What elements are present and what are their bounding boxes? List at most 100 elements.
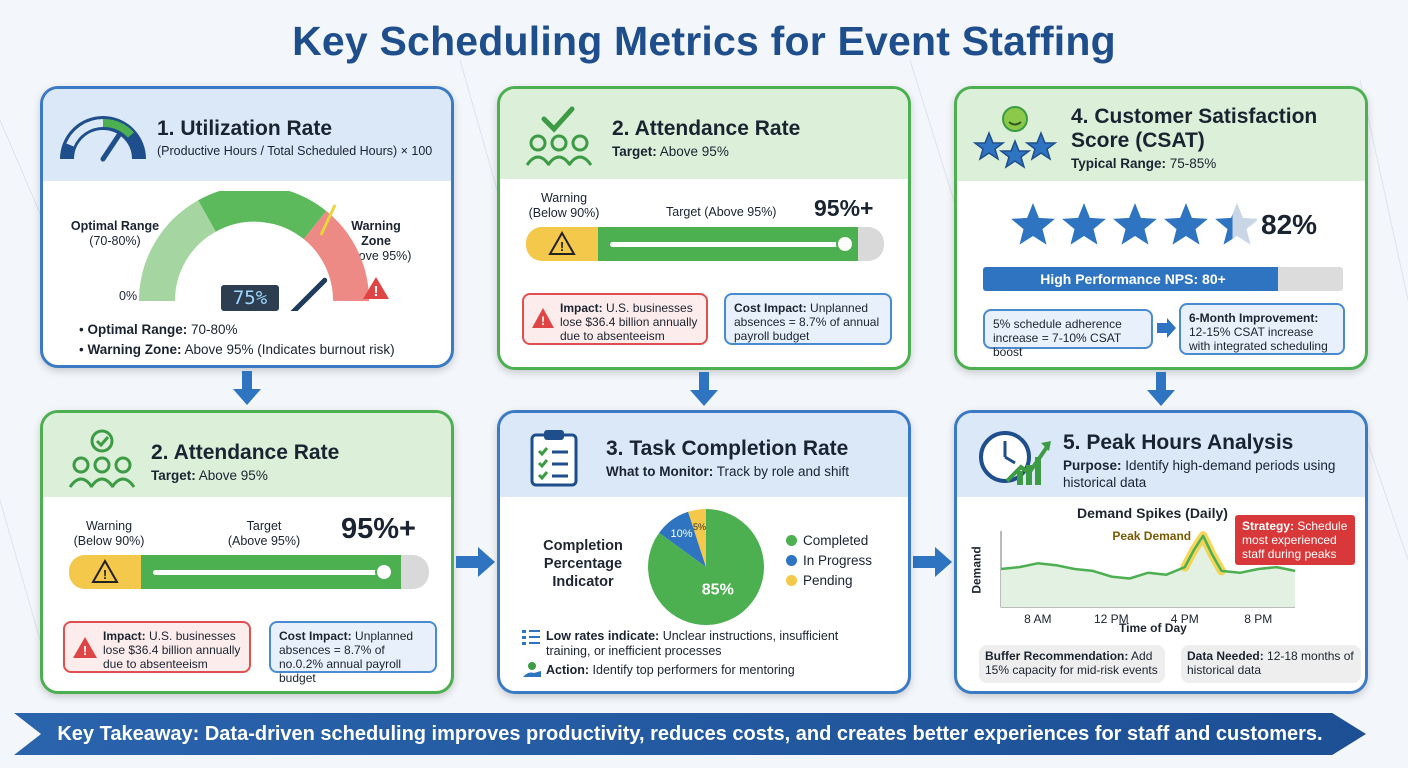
optimal-label: Optimal Range xyxy=(70,219,160,233)
utilization-card: 1. Utilization Rate (Productive Hours / … xyxy=(40,86,454,368)
impact-callout: ! Impact: U.S. businesses lose $36.4 bil… xyxy=(522,293,708,345)
pie-slice-in-progress xyxy=(659,511,706,567)
pie-label: 5% xyxy=(693,522,706,532)
chart-title: Demand Spikes (Daily) xyxy=(1077,505,1228,521)
range-value: 75-85% xyxy=(1166,156,1217,171)
bar-line xyxy=(153,570,385,575)
improvement-callout: 6-Month Improvement: 12-15% CSAT increas… xyxy=(1179,303,1345,355)
zero-label: 0% xyxy=(119,289,138,303)
warning-icon: ! xyxy=(548,231,576,255)
peak-hours-card: 5. Peak Hours Analysis Purpose: Identify… xyxy=(954,410,1368,694)
impact-callout: ! Impact: U.S. businesses lose $36.4 bil… xyxy=(63,621,251,673)
buffer-label: Buffer Recommendation: xyxy=(985,649,1129,663)
attendance-value: 95%+ xyxy=(341,513,416,545)
cost-callout: Cost Impact: Unplanned absences = 8.7% o… xyxy=(724,293,892,345)
demand-line xyxy=(1000,534,1296,580)
impact-label: Impact: xyxy=(560,301,603,315)
nps-fill xyxy=(983,267,1279,291)
legend-swatch xyxy=(786,535,797,546)
low-label: Low rates indicate: xyxy=(546,629,660,643)
card-header xyxy=(957,89,1365,181)
card-title: 5. Peak Hours Analysis xyxy=(1063,431,1294,454)
purpose-text: Identify high-demand periods using histo… xyxy=(1063,458,1336,490)
legend-swatch xyxy=(786,575,797,586)
monitor-text: Track by role and shift xyxy=(713,464,850,479)
arrow-right-icon xyxy=(913,547,952,577)
target-value: Above 95% xyxy=(195,468,268,483)
arrow-down-icon xyxy=(1147,372,1175,406)
action-label: Action: xyxy=(546,663,590,677)
optimal-range-label: Optimal Range (70-80%) xyxy=(61,219,169,249)
card-title-1: 4. Customer Satisfaction xyxy=(1071,105,1318,128)
bullet-optimal: • Optimal Range: 70-80% xyxy=(79,322,238,337)
target-label-bar: Target (Above 95%) xyxy=(219,519,309,549)
key-takeaway-banner: Key Takeaway: Data-driven scheduling imp… xyxy=(14,713,1366,755)
stars-smiley-icon xyxy=(973,106,1057,169)
arrow-down-icon xyxy=(690,372,718,406)
indicator-label: Completion Percentage Indicator xyxy=(543,538,623,590)
pie-slice-completed xyxy=(648,509,765,625)
clipboard-checklist-icon xyxy=(530,430,578,487)
warning-segment xyxy=(69,555,143,589)
svg-text:!: ! xyxy=(83,643,87,658)
card-title: 2. Attendance Rate xyxy=(612,117,801,140)
mentor-hand-icon xyxy=(523,662,541,677)
star-5 xyxy=(1215,203,1257,245)
data-label: Data Needed: xyxy=(1187,649,1264,663)
attendance-card-top: 2. Attendance Rate Target: Above 95% War… xyxy=(497,86,911,370)
star-4 xyxy=(1164,203,1208,245)
legend-item: Completed xyxy=(786,531,872,551)
impact-label: Impact: xyxy=(103,629,146,643)
legend-item: Pending xyxy=(786,571,872,591)
range-label: Typical Range: xyxy=(1071,156,1167,171)
arrow-down-icon xyxy=(233,371,261,405)
attendance-value: 95%+ xyxy=(814,195,874,221)
csat-card: 4. Customer Satisfaction Score (CSAT) Ty… xyxy=(954,86,1368,370)
warning-label: Warning (Below 90%) xyxy=(522,191,606,221)
warn-range: (Below 90%) xyxy=(73,534,145,548)
strategy-label: Strategy: xyxy=(1242,519,1295,533)
warning-icon: ! xyxy=(532,308,554,328)
improvement-label: 6-Month Improvement: xyxy=(1189,311,1319,325)
utilization-gauge xyxy=(139,191,369,311)
bar-line xyxy=(610,242,842,247)
purpose: Purpose: Identify high-demand periods us… xyxy=(1063,457,1353,491)
low-text: Unclear instructions, insufficient train… xyxy=(546,629,839,658)
star-3 xyxy=(1113,203,1157,245)
people-check-icon xyxy=(68,429,136,488)
formula: (Productive Hours / Total Scheduled Hour… xyxy=(157,144,433,158)
target-range: (Above 95%) xyxy=(227,534,301,548)
legend-label: Pending xyxy=(803,573,853,588)
legend-swatch xyxy=(786,555,797,566)
attendance-card-bottom: 2. Attendance Rate Target: Above 95% War… xyxy=(40,410,454,694)
warning-label: Warning Zone xyxy=(351,219,401,248)
data-text: 12-18 months of historical data xyxy=(1187,649,1354,677)
monitor-label: What to Monitor: xyxy=(606,464,714,479)
target-title: Target xyxy=(246,519,282,533)
svg-text:!: ! xyxy=(103,567,107,582)
x-tick-label: 8 AM xyxy=(1024,612,1051,626)
pie-label: 85% xyxy=(702,581,734,598)
buffer-callout: Buffer Recommendation: Add 15% capacity … xyxy=(979,645,1165,683)
x-tick-label: 4 PM xyxy=(1171,612,1199,626)
arrow-right-icon xyxy=(1157,318,1176,338)
card-title-2: Score (CSAT) xyxy=(1071,129,1205,152)
cost-callout: Cost Impact: Unplanned absences = 8.7% o… xyxy=(269,621,437,685)
bullet-optimal-text: 70-80% xyxy=(187,322,238,337)
warning-segment xyxy=(526,227,600,261)
warn-range: (Below 90%) xyxy=(528,206,600,220)
svg-text:!: ! xyxy=(560,239,564,254)
warning-icon: ! xyxy=(363,277,389,300)
target: Target: Above 95% xyxy=(151,467,268,484)
cost-text: Unplanned absences = 8.7% of no.0.2% ann… xyxy=(279,629,414,685)
bar-knob xyxy=(375,563,393,581)
rating-stars xyxy=(1011,203,1257,245)
page-title: Key Scheduling Metrics for Event Staffin… xyxy=(292,18,1116,64)
legend-label: In Progress xyxy=(803,553,873,568)
improvement-text: 12-15% CSAT increase with integrated sch… xyxy=(1189,325,1328,353)
typical-range: Typical Range: 75-85% xyxy=(1071,155,1216,172)
pie-label: 10% xyxy=(670,528,692,540)
impact-text: U.S. businesses lose $36.4 billion annua… xyxy=(560,301,698,343)
x-axis-label: Time of Day xyxy=(1119,621,1187,635)
